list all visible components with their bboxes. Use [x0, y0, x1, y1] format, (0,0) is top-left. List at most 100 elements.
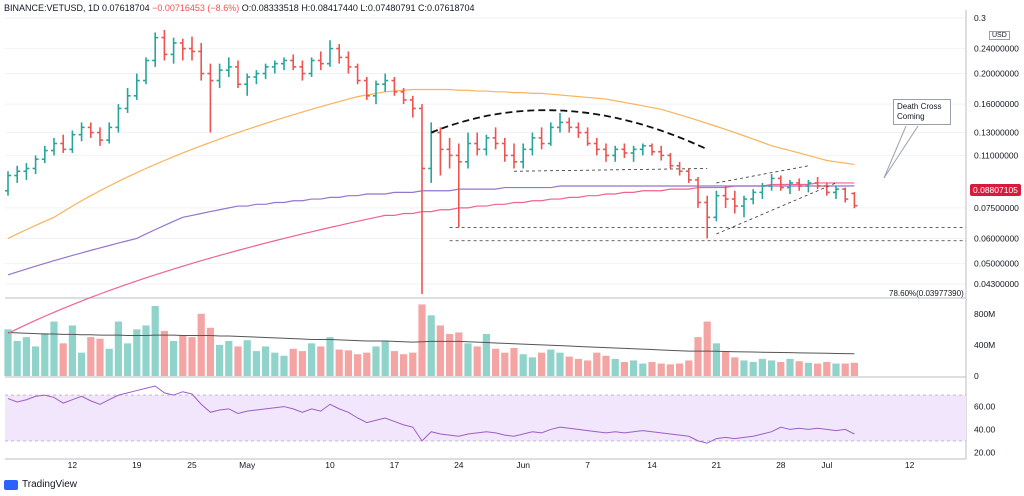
volume-bar: [841, 363, 849, 376]
volume-bar: [436, 325, 444, 376]
volume-bar: [32, 346, 40, 376]
currency-badge[interactable]: USD: [989, 31, 1010, 40]
price-change: −0.00716453 (−8.6%): [152, 3, 240, 13]
volume-bar: [4, 329, 12, 376]
volume-bar: [308, 343, 316, 376]
candle: [115, 104, 122, 133]
price-axis-labels: 0.3 0.24000000 0.20000000 0.16000000 0.13000…: [974, 13, 1019, 289]
volume-bar: [823, 362, 831, 376]
candle: [465, 132, 471, 169]
candle: [189, 36, 195, 61]
volume-bar: [335, 349, 343, 376]
annotation-pointer: [883, 125, 919, 179]
candle: [262, 63, 269, 80]
price-tick-label: 0.04300000: [974, 279, 1019, 289]
volume-bar: [804, 362, 812, 376]
volume-bar: [749, 362, 757, 376]
volume-bar: [298, 351, 306, 376]
volume-bar: [786, 358, 794, 376]
candle: [649, 143, 655, 156]
volume-bar: [96, 338, 104, 376]
candle: [106, 122, 113, 144]
candle: [97, 127, 103, 146]
volume-bar: [252, 351, 260, 376]
candle: [14, 165, 21, 183]
candle: [161, 29, 168, 61]
volume-bar: [22, 337, 30, 376]
neckline: [513, 168, 708, 172]
candle: [538, 127, 545, 150]
candle: [124, 87, 131, 113]
volume-bar: [216, 344, 224, 376]
candle: [566, 117, 573, 133]
wedge-upper: [716, 165, 809, 184]
brand-label: TradingView: [22, 479, 78, 490]
candle: [143, 57, 149, 85]
grid: [5, 17, 966, 285]
candle: [667, 152, 674, 169]
volume-bar: [41, 333, 49, 376]
candle: [796, 178, 803, 191]
volume-bar: [326, 337, 334, 376]
volume-bar: [363, 352, 371, 376]
volume-bar: [795, 361, 803, 376]
candle: [373, 80, 379, 105]
candle: [520, 143, 527, 169]
volume-bar: [289, 348, 297, 376]
time-tick-label: 21: [712, 460, 722, 470]
volume-bar: [170, 341, 178, 376]
open-label: O:: [241, 3, 252, 13]
candle: [216, 63, 223, 88]
volume-bar: [694, 337, 702, 376]
rsi-tick-label: 40.00: [974, 424, 996, 434]
candle: [271, 60, 278, 74]
volume-bar: [271, 352, 279, 376]
candle: [658, 145, 665, 161]
volume-bar: [50, 321, 58, 376]
candle: [685, 168, 692, 183]
candle: [382, 73, 389, 92]
time-tick-label: 25: [187, 460, 197, 470]
time-tick-label: 19: [132, 460, 142, 470]
candle: [281, 57, 287, 71]
volume-bar: [676, 363, 684, 376]
candle: [419, 104, 425, 294]
tradingview-brand[interactable]: TradingView: [4, 479, 77, 490]
candle: [327, 40, 333, 67]
candle: [78, 122, 85, 142]
price-tick-label: 0.16000000: [974, 99, 1019, 109]
price-tick-label: 0.3: [974, 13, 986, 23]
volume-bar: [850, 362, 858, 376]
candle: [603, 143, 609, 162]
candle: [713, 190, 720, 222]
volume-bar: [657, 363, 665, 376]
volume-bar: [151, 306, 159, 376]
time-tick-label: Jul: [821, 460, 832, 470]
volume-bar: [758, 358, 766, 376]
volume-bar: [390, 351, 398, 376]
candle: [60, 134, 67, 153]
candle: [529, 132, 536, 156]
candle: [593, 137, 600, 156]
candle: [621, 143, 628, 158]
candle: [363, 77, 370, 100]
volume-bar: [464, 343, 472, 376]
candle: [768, 174, 775, 191]
fib-level-label: 78.60%(0.03977390): [889, 289, 964, 298]
volume-axis-labels: 800M 400M 0: [974, 309, 995, 381]
moving-average-lines: [7, 88, 855, 334]
ma-purple-line: [7, 185, 855, 276]
annotation-pointer: [883, 125, 907, 179]
candle: [152, 32, 159, 67]
volume-bar: [639, 363, 647, 376]
candle: [354, 63, 361, 85]
candle: [345, 51, 352, 74]
candle: [823, 182, 830, 196]
candle: [584, 127, 591, 146]
rsi-axis-labels: 60.00 40.00 20.00: [974, 402, 996, 458]
wedge-lower: [716, 182, 837, 235]
candle: [391, 77, 398, 96]
time-tick-label: 10: [325, 460, 335, 470]
death-cross-annotation[interactable]: Death Cross Coming: [893, 99, 951, 125]
